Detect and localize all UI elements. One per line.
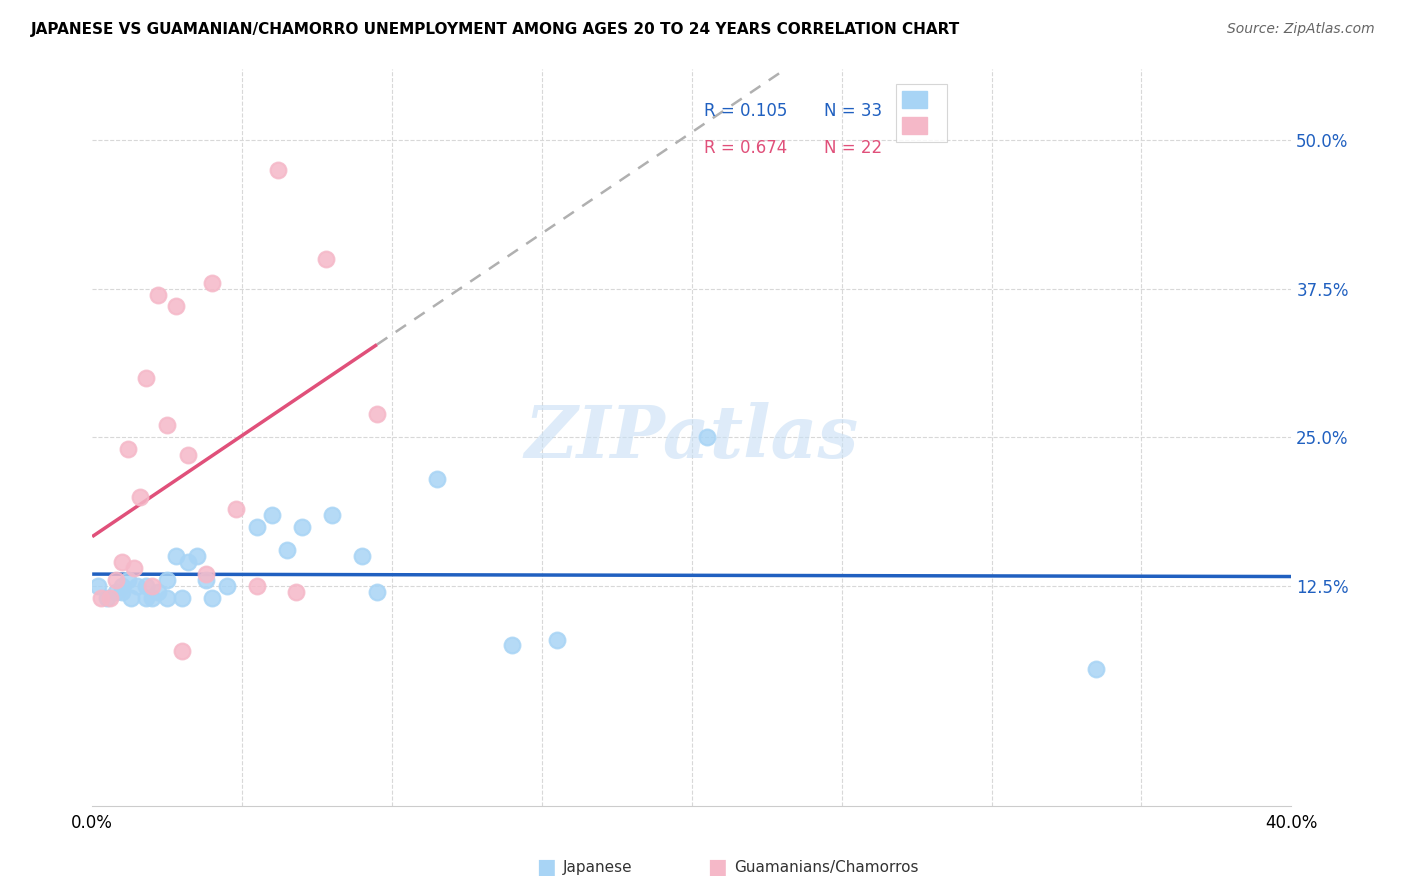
Point — [201, 591, 224, 605]
Point — [111, 585, 134, 599]
Point — [105, 573, 128, 587]
Point — [146, 287, 169, 301]
Point — [165, 300, 187, 314]
Point — [146, 585, 169, 599]
Point — [111, 555, 134, 569]
Point — [156, 591, 179, 605]
Point — [285, 585, 308, 599]
Point — [117, 573, 139, 587]
Text: R = 0.105: R = 0.105 — [704, 102, 787, 120]
Text: Source: ZipAtlas.com: Source: ZipAtlas.com — [1227, 22, 1375, 37]
Point — [366, 407, 388, 421]
Point — [246, 579, 269, 593]
Legend: , : , — [896, 84, 948, 142]
Point — [501, 639, 523, 653]
Point — [177, 448, 200, 462]
Point — [120, 591, 142, 605]
Point — [267, 162, 290, 177]
Text: Japanese: Japanese — [562, 860, 633, 874]
Point — [96, 591, 118, 605]
Point — [225, 501, 247, 516]
Text: Guamanians/Chamorros: Guamanians/Chamorros — [734, 860, 918, 874]
Point — [156, 418, 179, 433]
Text: N = 33: N = 33 — [824, 102, 882, 120]
Point — [87, 579, 110, 593]
Point — [217, 579, 239, 593]
Point — [246, 519, 269, 533]
Text: R = 0.674: R = 0.674 — [704, 138, 787, 157]
Text: ■: ■ — [536, 857, 555, 877]
Point — [195, 573, 218, 587]
Point — [276, 543, 298, 558]
Point — [1085, 662, 1108, 676]
Point — [129, 490, 152, 504]
Point — [291, 519, 314, 533]
Point — [315, 252, 337, 266]
Point — [90, 591, 112, 605]
Point — [122, 561, 145, 575]
Point — [546, 632, 568, 647]
Point — [141, 591, 163, 605]
Point — [135, 371, 157, 385]
Point — [426, 472, 449, 486]
Point — [135, 591, 157, 605]
Point — [127, 579, 149, 593]
Text: ■: ■ — [707, 857, 727, 877]
Point — [111, 579, 134, 593]
Point — [156, 573, 179, 587]
Point — [366, 585, 388, 599]
Point — [186, 549, 208, 564]
Point — [172, 591, 194, 605]
Point — [350, 549, 373, 564]
Text: JAPANESE VS GUAMANIAN/CHAMORRO UNEMPLOYMENT AMONG AGES 20 TO 24 YEARS CORRELATIO: JAPANESE VS GUAMANIAN/CHAMORRO UNEMPLOYM… — [31, 22, 960, 37]
Point — [105, 585, 128, 599]
Point — [321, 508, 343, 522]
Point — [177, 555, 200, 569]
Point — [98, 591, 121, 605]
Point — [696, 430, 718, 444]
Point — [165, 549, 187, 564]
Point — [195, 567, 218, 582]
Text: N = 22: N = 22 — [824, 138, 882, 157]
Point — [135, 579, 157, 593]
Point — [201, 276, 224, 290]
Text: ZIPatlas: ZIPatlas — [524, 401, 859, 473]
Point — [260, 508, 283, 522]
Point — [141, 579, 163, 593]
Point — [172, 644, 194, 658]
Point — [117, 442, 139, 457]
